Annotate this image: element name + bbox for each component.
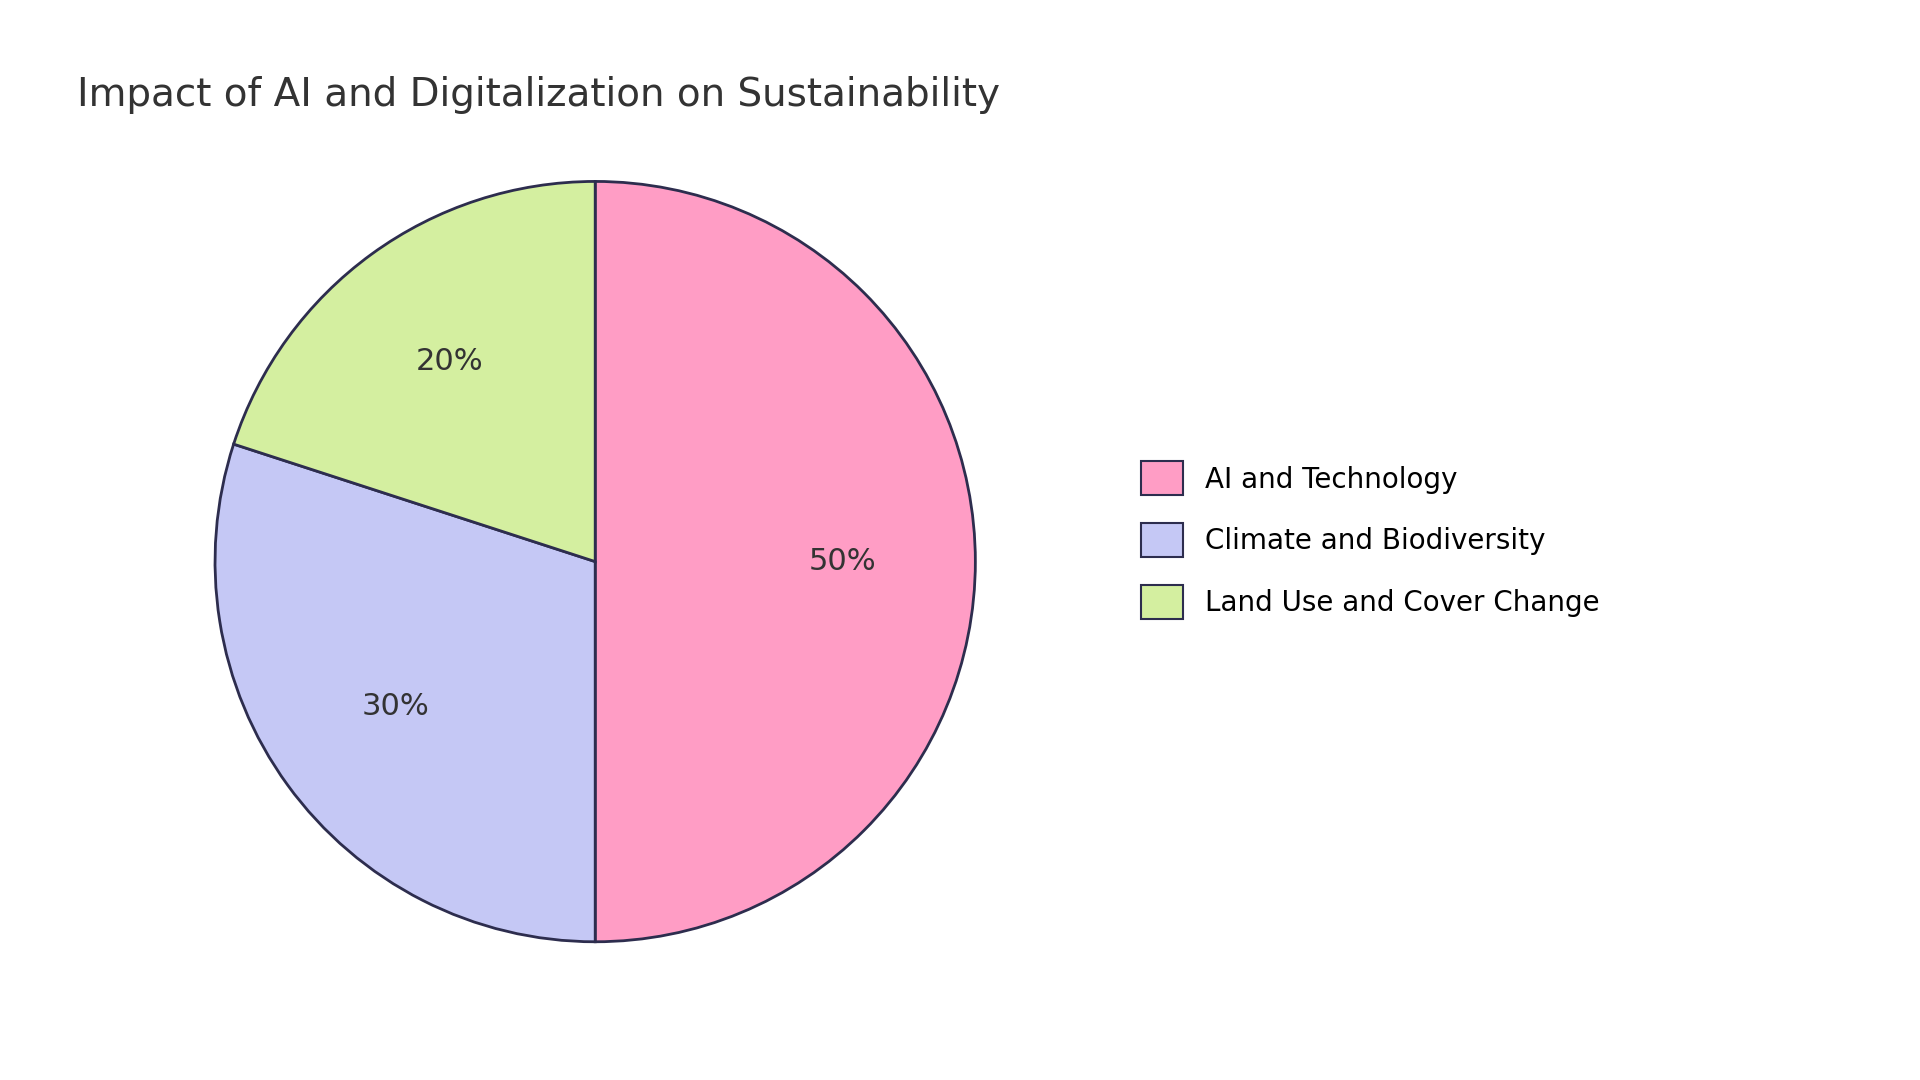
Wedge shape [595,181,975,942]
Legend: AI and Technology, Climate and Biodiversity, Land Use and Cover Change: AI and Technology, Climate and Biodivers… [1127,447,1615,633]
Text: 50%: 50% [808,548,876,576]
Text: Impact of AI and Digitalization on Sustainability: Impact of AI and Digitalization on Susta… [77,76,1000,113]
Wedge shape [215,444,595,942]
Text: 20%: 20% [417,347,484,376]
Wedge shape [234,181,595,562]
Text: 30%: 30% [361,692,430,721]
